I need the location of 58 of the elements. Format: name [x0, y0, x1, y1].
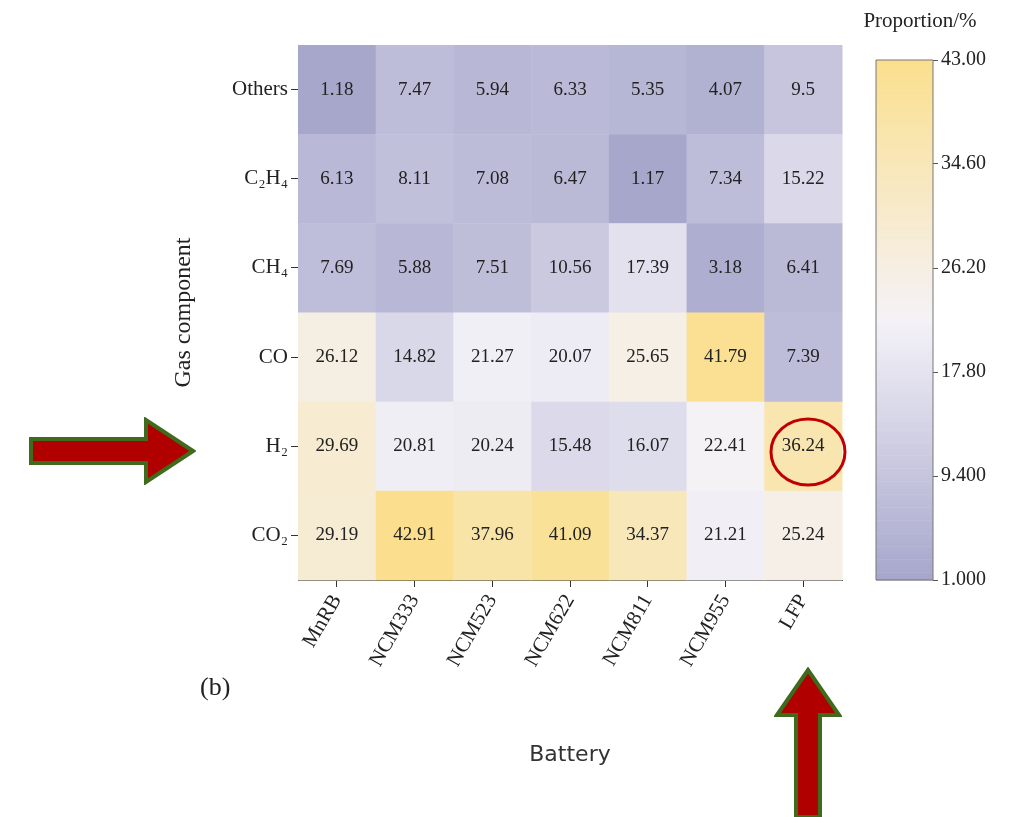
data-label: 6.41 — [786, 255, 820, 277]
color-bar-label: 26.20 — [941, 255, 986, 278]
data-label: 6.13 — [320, 166, 354, 188]
data-label: 20.81 — [393, 434, 436, 456]
data-label: 10.56 — [548, 255, 592, 277]
data-label: 7.69 — [320, 255, 354, 277]
data-label: 36.24 — [781, 434, 826, 456]
data-label: 5.94 — [475, 77, 510, 99]
data-label: 21.21 — [704, 523, 747, 545]
color-bar-label: 9.400 — [941, 463, 986, 486]
data-label: 8.11 — [398, 166, 431, 188]
data-label: 3.18 — [708, 255, 743, 277]
data-label: 1.18 — [320, 77, 354, 99]
data-label: 7.47 — [397, 77, 432, 99]
data-label: 29.19 — [315, 523, 359, 545]
data-label: 7.08 — [475, 166, 509, 188]
data-label: 17.39 — [626, 255, 670, 277]
color-bar-label: 43.00 — [941, 47, 986, 70]
data-label: 15.48 — [548, 434, 592, 456]
y-tick-label: H₂ — [265, 432, 288, 457]
y-tick-label: C₂H₄ — [244, 165, 288, 190]
y-tick-label: CO₂ — [251, 521, 288, 546]
data-label: 14.82 — [393, 345, 436, 367]
data-label: 6.47 — [553, 166, 587, 188]
data-label: 25.65 — [626, 345, 670, 367]
y-tick-label: CO — [258, 343, 288, 368]
data-label: 7.34 — [708, 166, 743, 188]
data-label: 29.69 — [315, 434, 359, 456]
data-label: 20.07 — [548, 345, 592, 367]
y-axis-title: Gas component — [168, 237, 195, 388]
data-label: 5.88 — [397, 255, 432, 277]
data-label: 25.24 — [781, 523, 826, 545]
data-label: 9.5 — [791, 77, 816, 99]
data-label: 41.09 — [548, 523, 592, 545]
color-bar-title: Proportion/% — [862, 8, 978, 33]
data-label: 1.17 — [631, 166, 665, 188]
data-label: 37.96 — [470, 523, 514, 545]
data-label: 6.33 — [553, 77, 587, 99]
data-label: 21.27 — [470, 345, 514, 367]
data-label: 7.39 — [786, 345, 820, 367]
data-label: 42.91 — [393, 523, 436, 545]
data-label: 5.35 — [631, 77, 665, 99]
data-label: 34.37 — [626, 523, 670, 545]
color-bar-label: 1.000 — [941, 567, 986, 590]
y-tick-label: Others — [232, 76, 288, 101]
data-label: 20.24 — [470, 434, 515, 456]
data-label: 7.51 — [475, 255, 509, 277]
data-label: 26.12 — [315, 345, 359, 367]
x-axis-title: Battery — [529, 740, 611, 766]
data-label: 16.07 — [626, 434, 670, 456]
data-label: 22.41 — [704, 434, 747, 456]
color-bar-label: 17.80 — [941, 359, 986, 382]
data-label: 15.22 — [781, 166, 825, 188]
data-label: 4.07 — [708, 77, 743, 99]
text: (b) — [200, 672, 231, 702]
data-label: 41.79 — [704, 345, 747, 367]
color-bar-label: 34.60 — [941, 151, 986, 174]
y-tick-label: CH₄ — [251, 254, 288, 279]
